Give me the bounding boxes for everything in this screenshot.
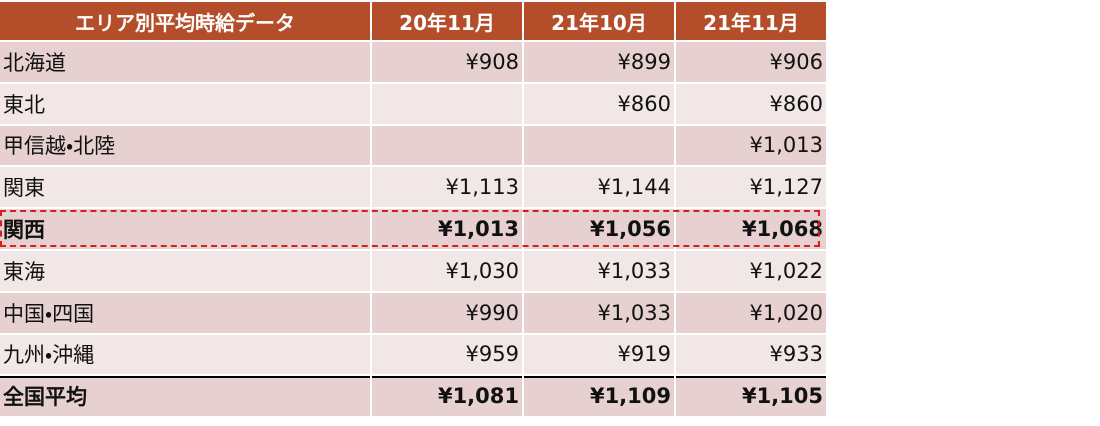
table-row: 東北 ¥860 ¥860 (0, 83, 826, 124)
wage-cell: ¥1,033 (524, 250, 674, 291)
wage-cell: ¥1,127 (676, 167, 826, 208)
wage-cell: ¥1,081 (372, 376, 522, 417)
wage-cell: ¥1,013 (676, 125, 826, 166)
wage-cell: ¥1,056 (524, 209, 674, 249)
wage-cell (524, 125, 674, 166)
wage-cell: ¥899 (524, 42, 674, 82)
header-row: エリア別平均時給データ 20年11月 21年10月 21年11月 (0, 2, 826, 40)
area-cell: 中国・四国 (0, 292, 370, 333)
wage-cell: ¥906 (676, 42, 826, 82)
wage-cell (372, 83, 522, 124)
wage-cell: ¥919 (524, 334, 674, 375)
table-row: 北海道 ¥908 ¥899 ¥906 (0, 42, 826, 82)
wage-cell (372, 125, 522, 166)
wage-cell: ¥860 (524, 83, 674, 124)
table-row: 甲信越・北陸 ¥1,013 (0, 125, 826, 166)
area-cell: 関西 (0, 209, 370, 249)
area-cell: 九州・沖縄 (0, 334, 370, 375)
wage-cell: ¥1,105 (676, 376, 826, 417)
area-cell: 全国平均 (0, 376, 370, 417)
header-cell: 20年11月 (372, 2, 522, 40)
area-cell: 北海道 (0, 42, 370, 82)
hourly-wage-table: エリア別平均時給データ 20年11月 21年10月 21年11月 北海道 ¥908 ¥89… (0, 2, 826, 417)
wage-cell: ¥1,144 (524, 167, 674, 208)
header-cell: 21年11月 (676, 2, 826, 40)
wage-cell: ¥908 (372, 42, 522, 82)
table-row: 関西 ¥1,013 ¥1,056 ¥1,068 (0, 209, 826, 249)
wage-cell: ¥1,022 (676, 250, 826, 291)
table-row: 中国・四国 ¥990 ¥1,033 ¥1,020 (0, 292, 826, 333)
wage-cell: ¥1,113 (372, 167, 522, 208)
header-cell: 21年10月 (524, 2, 674, 40)
wage-cell: ¥1,109 (524, 376, 674, 417)
wage-cell: ¥1,068 (676, 209, 826, 249)
table-body: 北海道 ¥908 ¥899 ¥906 東北 ¥860 ¥860 甲信越・北陸 ¥1,013 関東 ¥… (0, 42, 826, 417)
wage-cell: ¥1,013 (372, 209, 522, 249)
table-header: エリア別平均時給データ 20年11月 21年10月 21年11月 (0, 2, 826, 40)
table-row: 東海 ¥1,030 ¥1,033 ¥1,022 (0, 250, 826, 291)
area-cell: 関東 (0, 167, 370, 208)
wage-cell: ¥959 (372, 334, 522, 375)
area-cell: 甲信越・北陸 (0, 125, 370, 166)
area-cell: 東北 (0, 83, 370, 124)
wage-cell: ¥933 (676, 334, 826, 375)
table-row: 九州・沖縄 ¥959 ¥919 ¥933 (0, 334, 826, 375)
wage-cell: ¥1,030 (372, 250, 522, 291)
header-cell: エリア別平均時給データ (0, 2, 370, 40)
wage-cell: ¥1,033 (524, 292, 674, 333)
wage-cell: ¥990 (372, 292, 522, 333)
wage-cell: ¥860 (676, 83, 826, 124)
wage-cell: ¥1,020 (676, 292, 826, 333)
table-row: 関東 ¥1,113 ¥1,144 ¥1,127 (0, 167, 826, 208)
table-row: 全国平均 ¥1,081 ¥1,109 ¥1,105 (0, 376, 826, 417)
area-cell: 東海 (0, 250, 370, 291)
